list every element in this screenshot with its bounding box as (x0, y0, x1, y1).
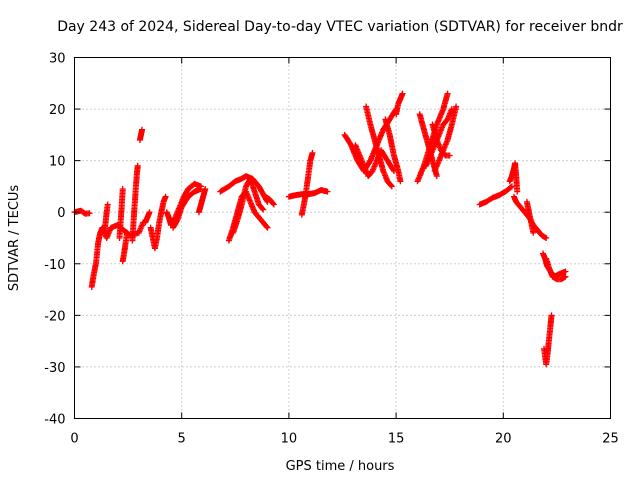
x-tick-label: 20 (495, 432, 512, 447)
data-segment (431, 103, 460, 174)
plus-marker-trace (393, 90, 406, 118)
data-segment (195, 186, 209, 216)
y-tick-label: -40 (44, 413, 65, 428)
data-segment (170, 186, 204, 231)
grid (74, 57, 611, 419)
data-segment (382, 116, 404, 185)
data-segment (476, 183, 515, 208)
plus-marker-trace (476, 183, 515, 208)
y-tick-label: 10 (49, 155, 66, 170)
plot-frame (74, 57, 611, 419)
data-segment (101, 201, 111, 236)
x-tick-label: 10 (281, 432, 298, 447)
data-segment (341, 106, 400, 174)
data-segment (429, 121, 453, 159)
plus-marker-trace (341, 106, 400, 174)
plus-marker-trace (101, 201, 111, 236)
plus-marker-trace (541, 312, 555, 368)
plus-marker-trace (119, 229, 130, 265)
data-segment (230, 175, 267, 236)
plus-marker-trace (136, 126, 145, 143)
y-tick-label: -20 (44, 309, 65, 324)
plus-marker-trace (147, 193, 169, 252)
data-segment (523, 198, 537, 236)
plus-marker-trace (382, 116, 404, 185)
data-segment (541, 312, 555, 368)
data-segment (298, 149, 316, 218)
y-tick-label: 20 (49, 103, 66, 118)
plus-marker-trace (116, 186, 126, 241)
plus-marker-trace (195, 186, 209, 216)
x-axis-label: GPS time / hours (286, 459, 395, 474)
plus-marker-trace (429, 121, 453, 159)
plus-marker-trace (230, 175, 267, 236)
plus-marker-trace (363, 103, 395, 190)
data-segment (136, 126, 145, 143)
plus-marker-trace (129, 162, 141, 244)
data-segment (142, 209, 153, 226)
data-segment (543, 255, 569, 283)
y-tick-label: -30 (44, 361, 65, 376)
chart-title: Day 243 of 2024, Sidereal Day-to-day VTE… (57, 19, 623, 35)
plus-marker-trace (262, 193, 277, 208)
data-segment (119, 229, 130, 265)
data-segment (506, 160, 521, 195)
plus-marker-trace (88, 219, 147, 290)
data-segment (262, 193, 277, 208)
y-tick-label: -10 (44, 258, 65, 273)
data-segment (116, 186, 126, 241)
data-segment (147, 193, 169, 252)
plus-marker-trace (523, 198, 537, 236)
data-segment (363, 103, 395, 190)
x-tick-label: 25 (602, 432, 619, 447)
plus-marker-trace (298, 149, 316, 218)
x-tick-label: 15 (388, 432, 405, 447)
x-tick-label: 0 (70, 432, 78, 447)
axis-ticks: 0 5 10 15 20 25 -40 -30 -20 -10 0 10 20 30 (44, 52, 619, 447)
data-segment (88, 219, 147, 290)
plus-marker-trace (142, 209, 153, 226)
x-tick-label: 5 (178, 432, 186, 447)
plus-marker-trace (543, 255, 569, 283)
plus-marker-trace (170, 186, 204, 231)
data-segment (129, 162, 141, 244)
data-points (71, 90, 569, 368)
y-tick-label: 0 (57, 206, 65, 221)
y-tick-label: 30 (49, 52, 66, 67)
plus-marker-trace (506, 160, 521, 195)
data-segment (393, 90, 406, 118)
plus-marker-trace (431, 103, 460, 174)
y-axis-label: SDTVAR / TECUs (7, 185, 22, 292)
